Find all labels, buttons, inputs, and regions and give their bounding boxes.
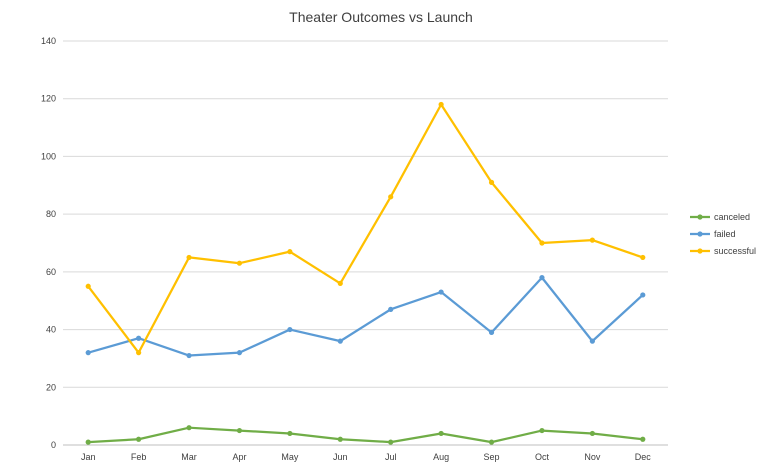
x-axis-ticks: Jan Feb Mar Apr May Jun Jul Aug Sep Oct Nov Dec (81, 452, 651, 462)
data-point (488, 329, 495, 336)
x-tick-label: Oct (535, 452, 550, 462)
y-tick-label: 60 (46, 267, 56, 277)
legend-label: successful (714, 246, 756, 256)
data-point (388, 439, 394, 445)
data-point (539, 275, 545, 281)
x-tick-label: Nov (584, 452, 601, 462)
plot-area (85, 101, 646, 445)
series-failed (85, 275, 646, 359)
legend-marker (697, 214, 703, 220)
data-point (186, 352, 192, 359)
data-point (85, 350, 91, 356)
x-tick-label: Aug (433, 452, 449, 462)
data-point (388, 194, 394, 200)
legend-item: successful (690, 246, 756, 256)
legend-item: canceled (690, 212, 750, 222)
y-tick-label: 100 (41, 151, 56, 161)
series-successful (85, 101, 646, 356)
legend-marker (697, 231, 703, 237)
x-tick-label: Jun (333, 452, 348, 462)
data-point (589, 338, 595, 344)
data-point (589, 430, 595, 437)
y-tick-label: 40 (46, 325, 56, 335)
x-tick-label: Apr (232, 452, 246, 462)
data-point (337, 436, 343, 442)
legend-item: failed (690, 229, 736, 239)
y-tick-label: 120 (41, 94, 56, 104)
data-point (236, 427, 243, 434)
data-point (236, 260, 243, 266)
x-tick-label: May (281, 452, 299, 462)
chart-title: Theater Outcomes vs Launch (289, 9, 473, 25)
x-tick-label: Dec (635, 452, 652, 462)
data-point (186, 254, 192, 261)
legend: canceled failed successful (690, 212, 756, 256)
data-point (640, 254, 646, 261)
data-point (640, 292, 646, 298)
x-tick-label: Sep (484, 452, 500, 462)
data-point (337, 338, 343, 344)
legend-marker (697, 248, 703, 254)
data-point (539, 240, 545, 246)
data-point (85, 439, 91, 445)
data-point (186, 425, 192, 431)
y-tick-label: 80 (46, 209, 56, 219)
data-point (640, 436, 646, 442)
series-line (87, 103, 644, 354)
y-tick-label: 20 (46, 382, 56, 392)
data-point (488, 179, 495, 185)
data-point (438, 101, 444, 108)
series-line (87, 276, 644, 357)
data-point (136, 350, 142, 356)
y-tick-label: 0 (51, 440, 56, 450)
legend-label: canceled (714, 212, 750, 222)
data-point (438, 430, 444, 437)
legend-label: failed (714, 229, 736, 239)
data-point (589, 237, 595, 243)
x-tick-label: Jan (81, 452, 96, 462)
x-tick-label: Feb (131, 452, 147, 462)
data-point (136, 436, 142, 442)
data-point (85, 283, 91, 289)
data-point (337, 280, 343, 286)
gridlines (63, 40, 668, 446)
data-point (287, 430, 293, 437)
y-axis-ticks: 0 20 40 60 80 100 120 140 (41, 36, 56, 450)
data-point (488, 439, 495, 445)
series-canceled (85, 425, 646, 445)
data-point (438, 289, 444, 295)
data-point (236, 350, 243, 356)
x-tick-label: Jul (385, 452, 397, 462)
series-line (87, 426, 644, 444)
y-tick-label: 140 (41, 36, 56, 46)
data-point (136, 335, 142, 341)
data-point (287, 249, 293, 255)
data-point (539, 427, 545, 434)
x-tick-label: Mar (181, 452, 197, 462)
data-point (287, 326, 293, 333)
data-point (388, 306, 394, 312)
